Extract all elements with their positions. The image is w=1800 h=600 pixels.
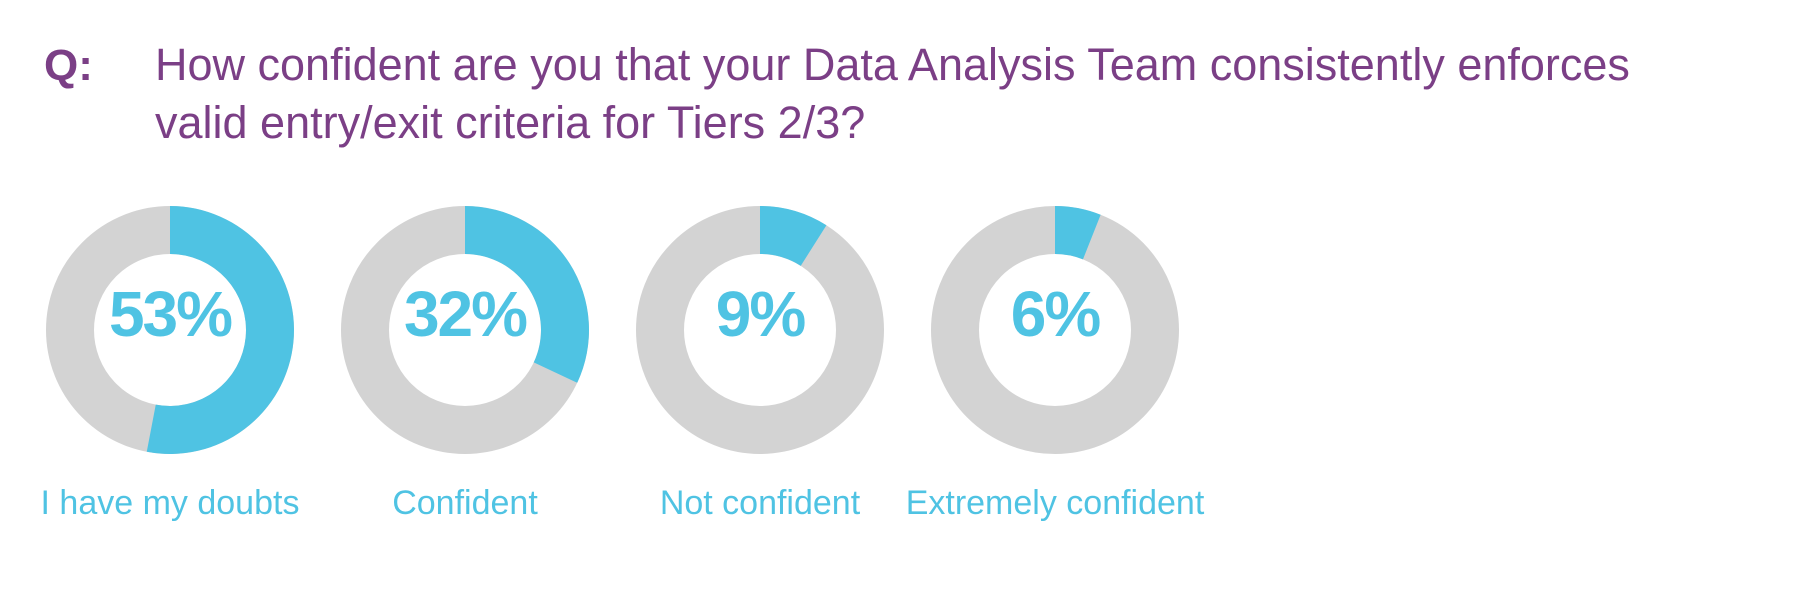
donut-slice bbox=[465, 206, 589, 383]
donut-chart-1: 53% I have my doubts bbox=[40, 200, 300, 580]
percent-label: 6% bbox=[1010, 278, 1102, 350]
question-marker: Q: bbox=[44, 41, 93, 90]
donut-slice bbox=[760, 206, 827, 266]
donut-svg bbox=[636, 206, 884, 454]
donut-svg bbox=[931, 206, 1179, 454]
percent-label: 32% bbox=[403, 278, 528, 350]
category-label: Confident bbox=[392, 484, 538, 522]
percent-label: 53% bbox=[108, 278, 233, 350]
donut-svg bbox=[46, 206, 295, 454]
donut-chart-3: 9% Not confident bbox=[630, 200, 890, 580]
donut-row: 53% I have my doubts 32% Confident 9% Not con… bbox=[0, 200, 1800, 590]
category-label: I have my doubts bbox=[40, 484, 300, 522]
donut-chart-2: 32% Confident bbox=[335, 200, 595, 580]
category-label: Not confident bbox=[659, 484, 861, 522]
donut-svg bbox=[341, 206, 589, 454]
donut-slice bbox=[1055, 206, 1101, 260]
category-label: Extremely confident bbox=[905, 484, 1205, 522]
question-title: How confident are you that your Data Ana… bbox=[155, 39, 1630, 148]
percent-label: 9% bbox=[715, 278, 807, 350]
donut-chart-4: 6% Extremely confident bbox=[906, 200, 1204, 580]
donut-slice bbox=[146, 206, 295, 454]
